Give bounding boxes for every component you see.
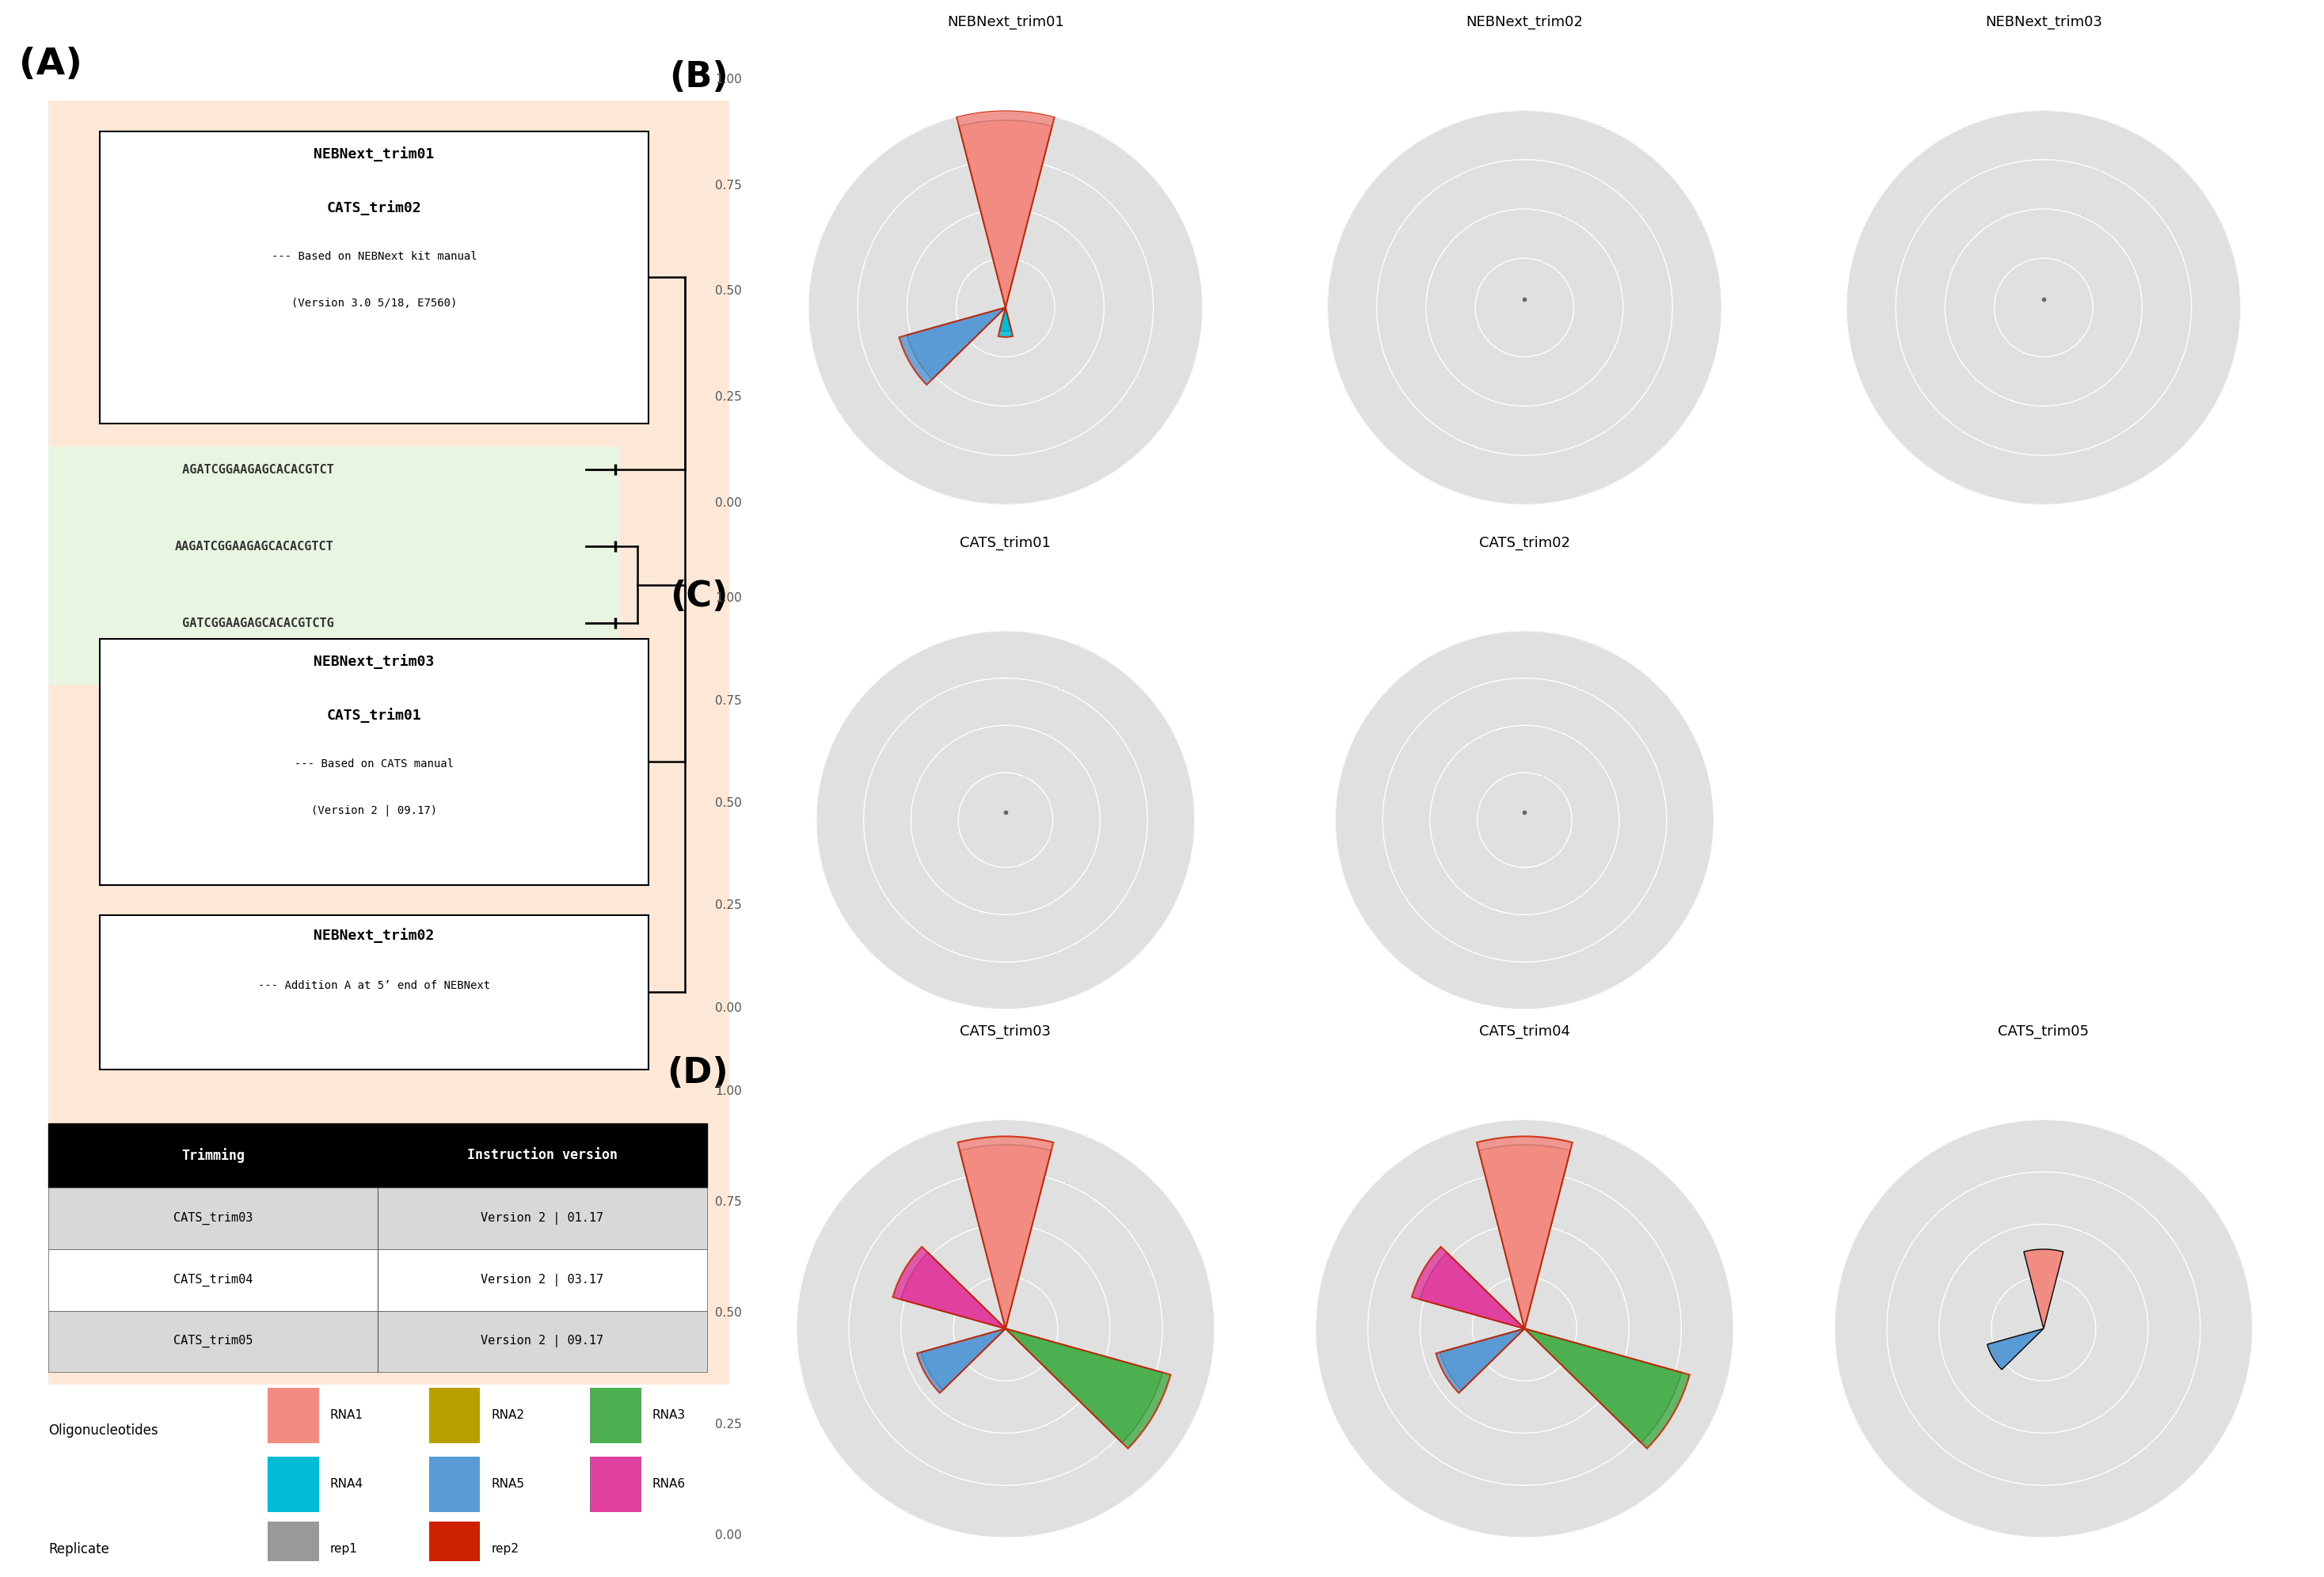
Text: Replicate: Replicate bbox=[49, 1542, 109, 1556]
Bar bbox=[1525, 1328, 1690, 1449]
Bar bbox=[49, 1310, 706, 1372]
Bar bbox=[1006, 1328, 1171, 1449]
Text: 0.25: 0.25 bbox=[716, 391, 741, 404]
Text: CATS_trim05: CATS_trim05 bbox=[174, 1336, 253, 1348]
FancyBboxPatch shape bbox=[49, 446, 618, 684]
Text: --- Based on CATS manual: --- Based on CATS manual bbox=[295, 759, 453, 770]
Text: (Version 2 | 09.17): (Version 2 | 09.17) bbox=[311, 804, 437, 817]
Text: RNA6: RNA6 bbox=[653, 1478, 686, 1490]
Text: Version 2 | 03.17: Version 2 | 03.17 bbox=[481, 1274, 604, 1287]
Title: CATS_trim02: CATS_trim02 bbox=[1478, 535, 1571, 550]
Bar bbox=[2024, 1249, 2064, 1328]
Bar bbox=[267, 1457, 318, 1512]
Text: RNA2: RNA2 bbox=[490, 1410, 525, 1421]
Text: 0.25: 0.25 bbox=[716, 1418, 741, 1430]
Bar bbox=[960, 1145, 1050, 1328]
Text: Instruction version: Instruction version bbox=[467, 1148, 618, 1162]
Bar bbox=[1420, 1252, 1525, 1328]
Text: RNA3: RNA3 bbox=[653, 1410, 686, 1421]
Text: CATS_trim04: CATS_trim04 bbox=[174, 1274, 253, 1287]
Text: CATS_trim03: CATS_trim03 bbox=[174, 1213, 253, 1225]
Bar bbox=[49, 1123, 706, 1187]
Text: (Version 3.0 5/18, E7560): (Version 3.0 5/18, E7560) bbox=[290, 298, 458, 309]
Text: rep1: rep1 bbox=[330, 1542, 358, 1555]
Text: Trimming: Trimming bbox=[181, 1148, 244, 1162]
Text: RNA4: RNA4 bbox=[330, 1478, 363, 1490]
FancyBboxPatch shape bbox=[49, 101, 730, 1385]
Bar bbox=[430, 1388, 481, 1443]
Text: 0.50: 0.50 bbox=[716, 798, 741, 809]
Text: CATS_trim01: CATS_trim01 bbox=[328, 708, 421, 722]
Bar bbox=[957, 110, 1055, 308]
Text: rep2: rep2 bbox=[490, 1542, 518, 1555]
FancyBboxPatch shape bbox=[100, 131, 648, 423]
Text: 0.50: 0.50 bbox=[716, 1307, 741, 1320]
Bar bbox=[999, 308, 1013, 337]
Text: 0.00: 0.00 bbox=[716, 1001, 741, 1014]
Text: AGATCGGAAGAGCACACGTCT: AGATCGGAAGAGCACACGTCT bbox=[174, 464, 335, 476]
Text: (C): (C) bbox=[669, 580, 727, 613]
Text: 0.75: 0.75 bbox=[716, 695, 741, 706]
Text: 0.75: 0.75 bbox=[716, 1197, 741, 1208]
Bar bbox=[1476, 1137, 1573, 1328]
Bar bbox=[267, 1388, 318, 1443]
Bar bbox=[49, 1249, 706, 1310]
Text: 1.00: 1.00 bbox=[716, 593, 741, 604]
Text: NEBNext_trim02: NEBNext_trim02 bbox=[314, 927, 435, 943]
Title: NEBNext_trim01: NEBNext_trim01 bbox=[946, 14, 1064, 30]
Text: Version 2 | 01.17: Version 2 | 01.17 bbox=[481, 1213, 604, 1225]
Bar bbox=[49, 1187, 706, 1249]
Bar bbox=[899, 308, 1006, 385]
Text: 1.00: 1.00 bbox=[716, 1085, 741, 1098]
Title: NEBNext_trim03: NEBNext_trim03 bbox=[1985, 14, 2103, 30]
Bar bbox=[1411, 1247, 1525, 1328]
Text: Version 2 | 09.17: Version 2 | 09.17 bbox=[481, 1336, 604, 1348]
Bar bbox=[999, 308, 1011, 331]
Text: 0.00: 0.00 bbox=[716, 1530, 741, 1541]
Text: 1.00: 1.00 bbox=[716, 74, 741, 85]
Text: --- Addition A at 5’ end of NEBNext: --- Addition A at 5’ end of NEBNext bbox=[258, 979, 490, 990]
Text: CATS_trim02: CATS_trim02 bbox=[328, 200, 421, 216]
Bar bbox=[267, 1522, 318, 1577]
Bar bbox=[892, 1247, 1006, 1328]
Bar bbox=[590, 1457, 641, 1512]
Text: NEBNext_trim03: NEBNext_trim03 bbox=[314, 654, 435, 669]
Bar bbox=[1987, 1328, 2043, 1369]
Text: AAGATCGGAAGAGCACACGTCT: AAGATCGGAAGAGCACACGTCT bbox=[174, 541, 335, 552]
Text: (B): (B) bbox=[669, 60, 727, 95]
Text: 0.50: 0.50 bbox=[716, 285, 741, 296]
Text: RNA1: RNA1 bbox=[330, 1410, 363, 1421]
Bar bbox=[1441, 1328, 1525, 1389]
Text: GATCGGAAGAGCACACGTCTG: GATCGGAAGAGCACACGTCTG bbox=[174, 617, 335, 629]
FancyBboxPatch shape bbox=[100, 915, 648, 1069]
Title: CATS_trim03: CATS_trim03 bbox=[960, 1023, 1050, 1039]
Title: CATS_trim04: CATS_trim04 bbox=[1478, 1023, 1571, 1039]
Text: Oligonucleotides: Oligonucleotides bbox=[49, 1424, 158, 1438]
Bar bbox=[920, 1328, 1006, 1389]
Bar bbox=[430, 1457, 481, 1512]
Text: 0.25: 0.25 bbox=[716, 899, 741, 912]
Bar bbox=[957, 1137, 1053, 1328]
Bar bbox=[906, 308, 1006, 378]
Text: --- Based on NEBNext kit manual: --- Based on NEBNext kit manual bbox=[272, 251, 476, 262]
Title: NEBNext_trim02: NEBNext_trim02 bbox=[1466, 14, 1583, 30]
Bar bbox=[902, 1252, 1006, 1328]
Bar bbox=[960, 120, 1053, 308]
Title: CATS_trim05: CATS_trim05 bbox=[1999, 1023, 2089, 1039]
Text: 0.75: 0.75 bbox=[716, 180, 741, 191]
Text: 0.00: 0.00 bbox=[716, 497, 741, 509]
Text: (D): (D) bbox=[667, 1057, 727, 1090]
Bar bbox=[918, 1328, 1006, 1392]
Text: NEBNext_trim01: NEBNext_trim01 bbox=[314, 147, 435, 162]
Bar bbox=[1436, 1328, 1525, 1392]
Bar bbox=[430, 1522, 481, 1577]
Bar bbox=[1478, 1145, 1571, 1328]
FancyBboxPatch shape bbox=[100, 639, 648, 885]
Bar bbox=[590, 1388, 641, 1443]
Text: (A): (A) bbox=[19, 47, 81, 82]
Text: RNA5: RNA5 bbox=[490, 1478, 525, 1490]
Bar bbox=[1006, 1328, 1162, 1443]
Title: CATS_trim01: CATS_trim01 bbox=[960, 535, 1050, 550]
Bar bbox=[1525, 1328, 1683, 1443]
